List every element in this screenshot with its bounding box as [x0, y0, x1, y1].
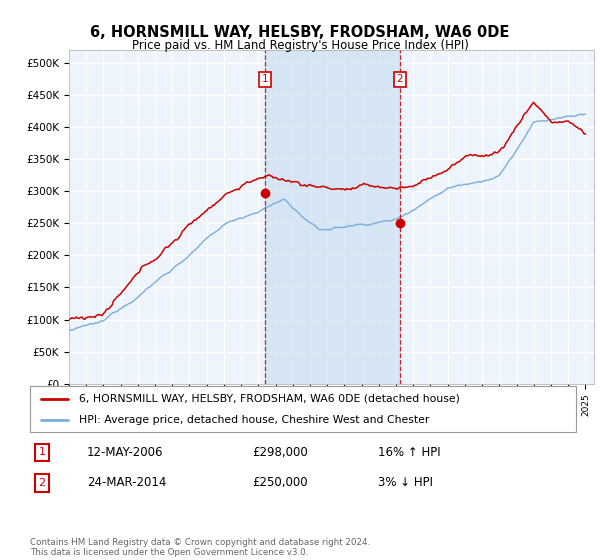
- Text: HPI: Average price, detached house, Cheshire West and Chester: HPI: Average price, detached house, Ches…: [79, 415, 430, 425]
- Text: 3% ↓ HPI: 3% ↓ HPI: [378, 476, 433, 489]
- Text: 12-MAY-2006: 12-MAY-2006: [87, 446, 163, 459]
- Text: £250,000: £250,000: [252, 476, 308, 489]
- Text: 1: 1: [38, 447, 46, 458]
- Bar: [265, 50, 400, 384]
- Text: £298,000: £298,000: [252, 446, 308, 459]
- Text: 2: 2: [397, 74, 403, 84]
- Text: 24-MAR-2014: 24-MAR-2014: [87, 476, 166, 489]
- Text: 6, HORNSMILL WAY, HELSBY, FRODSHAM, WA6 0DE: 6, HORNSMILL WAY, HELSBY, FRODSHAM, WA6 …: [91, 25, 509, 40]
- Text: 2: 2: [38, 478, 46, 488]
- Text: Contains HM Land Registry data © Crown copyright and database right 2024.
This d: Contains HM Land Registry data © Crown c…: [30, 538, 370, 557]
- Text: Price paid vs. HM Land Registry's House Price Index (HPI): Price paid vs. HM Land Registry's House …: [131, 39, 469, 52]
- Text: 16% ↑ HPI: 16% ↑ HPI: [378, 446, 440, 459]
- Text: 6, HORNSMILL WAY, HELSBY, FRODSHAM, WA6 0DE (detached house): 6, HORNSMILL WAY, HELSBY, FRODSHAM, WA6 …: [79, 394, 460, 404]
- Text: 1: 1: [262, 74, 268, 84]
